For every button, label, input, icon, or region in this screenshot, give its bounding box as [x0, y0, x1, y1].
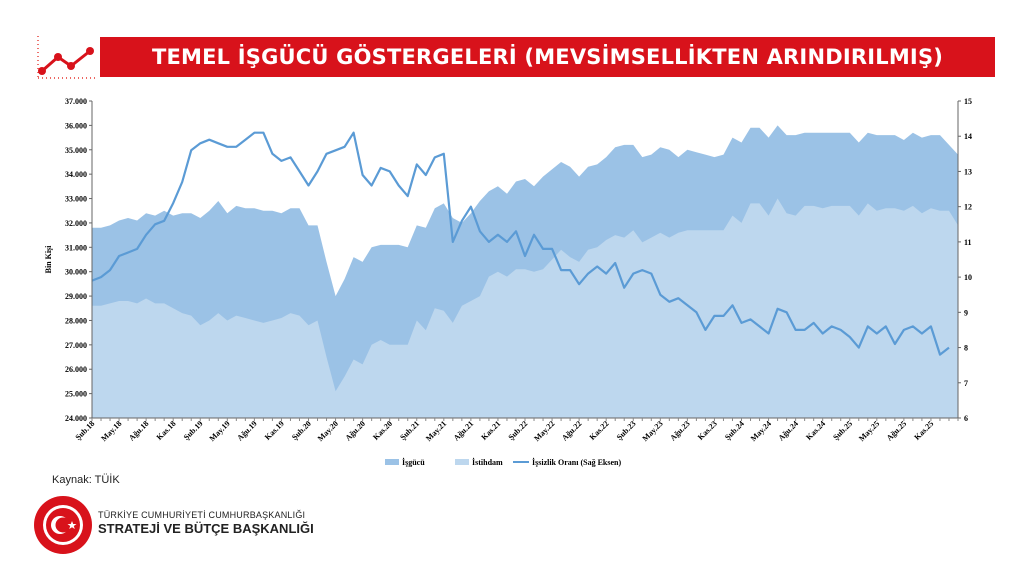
y-left-tick-label: 36.000: [65, 121, 87, 130]
x-tick-label: Kas.25: [912, 419, 935, 442]
x-tick-label: May.23: [641, 419, 665, 443]
title-banner: TEMEL İŞGÜCÜ GÖSTERGELERİ (MEVSİMSELLİKT…: [100, 37, 995, 77]
y-left-tick-label: 25.000: [65, 390, 87, 399]
x-tick-label: May.25: [857, 419, 881, 443]
x-tick-label: Şub.22: [507, 419, 530, 442]
x-tick-label: Kas.19: [263, 419, 286, 442]
y-left-tick-label: 30.000: [65, 268, 87, 277]
org-name-line1: TÜRKİYE CUMHURİYETİ CUMHURBAŞKANLIĞI: [98, 510, 306, 520]
legend-label: İstihdam: [472, 457, 503, 467]
org-name-line2: STRATEJİ VE BÜTÇE BAŞKANLIĞI: [98, 521, 314, 536]
legend-employment-swatch: [455, 459, 469, 465]
legend-label: İşgücü: [402, 457, 425, 467]
x-tick-label: Kas.24: [804, 419, 827, 442]
x-tick-label: Ağu.23: [668, 419, 692, 443]
trend-chart-logo-icon: [37, 36, 96, 79]
x-tick-label: May.18: [99, 419, 123, 443]
y-axis-label: Bin Kişi: [44, 245, 53, 274]
legend-labor-force-swatch: [385, 459, 399, 465]
x-tick-label: Ağu.21: [452, 419, 476, 443]
x-tick-label: Ağu.19: [235, 419, 259, 443]
y-left-tick-label: 35.000: [65, 146, 87, 155]
employment-area: [92, 198, 958, 418]
x-tick-label: Kas.22: [588, 419, 611, 442]
x-tick-label: Ağu.22: [560, 419, 584, 443]
x-tick-label: Kas.20: [371, 419, 394, 442]
x-tick-label: Ağu.20: [344, 419, 368, 443]
y-right-tick-label: 12: [964, 203, 972, 212]
y-right-tick-label: 9: [964, 308, 968, 317]
y-right-tick-label: 15: [964, 97, 972, 106]
source-note: Kaynak: TÜİK: [52, 474, 120, 486]
x-tick-label: Kas.18: [155, 419, 178, 442]
x-tick-label: Kas.23: [696, 419, 719, 442]
y-right-tick-label: 11: [964, 238, 972, 247]
page-title: TEMEL İŞGÜCÜ GÖSTERGELERİ (MEVSİMSELLİKT…: [151, 45, 944, 69]
x-tick-label: Şub.25: [831, 419, 854, 442]
y-right-tick-label: 8: [964, 344, 968, 353]
x-tick-label: Kas.21: [479, 419, 502, 442]
y-left-tick-label: 28.000: [65, 316, 87, 325]
x-tick-label: Şub.24: [723, 419, 746, 442]
x-tick-label: Ağu.25: [885, 419, 909, 443]
legend-label: İşsizlik Oranı (Sağ Eksen): [532, 457, 621, 467]
x-tick-label: May.22: [532, 419, 556, 443]
sbb-seal-logo-icon: [34, 496, 92, 554]
x-tick-label: Şub.19: [182, 419, 205, 442]
x-tick-label: May.20: [316, 419, 340, 443]
y-right-tick-label: 10: [964, 273, 972, 282]
y-left-tick-label: 29.000: [65, 292, 87, 301]
y-left-tick-label: 26.000: [65, 365, 87, 374]
x-tick-label: May.19: [208, 419, 232, 443]
y-left-tick-label: 32.000: [65, 219, 87, 228]
x-tick-label: Şub.23: [615, 419, 638, 442]
x-tick-label: Ağu.24: [777, 419, 801, 443]
x-tick-label: Ağu.18: [127, 419, 151, 443]
y-right-tick-label: 6: [964, 414, 968, 423]
y-left-tick-label: 33.000: [65, 195, 87, 204]
y-left-tick-label: 27.000: [65, 341, 87, 350]
x-tick-label: Şub.21: [398, 419, 421, 442]
y-right-tick-label: 14: [964, 132, 972, 141]
y-left-tick-label: 34.000: [65, 170, 87, 179]
y-right-tick-label: 13: [964, 167, 972, 176]
y-left-tick-label: 37.000: [65, 97, 87, 106]
y-left-tick-label: 31.000: [65, 243, 87, 252]
x-tick-label: Şub.20: [290, 419, 313, 442]
unemployment-rate-line: [91, 131, 950, 356]
x-tick-label: May.24: [749, 419, 773, 443]
y-right-tick-label: 7: [964, 379, 968, 388]
x-tick-label: May.21: [424, 419, 448, 443]
y-left-tick-label: 24.000: [65, 414, 87, 423]
